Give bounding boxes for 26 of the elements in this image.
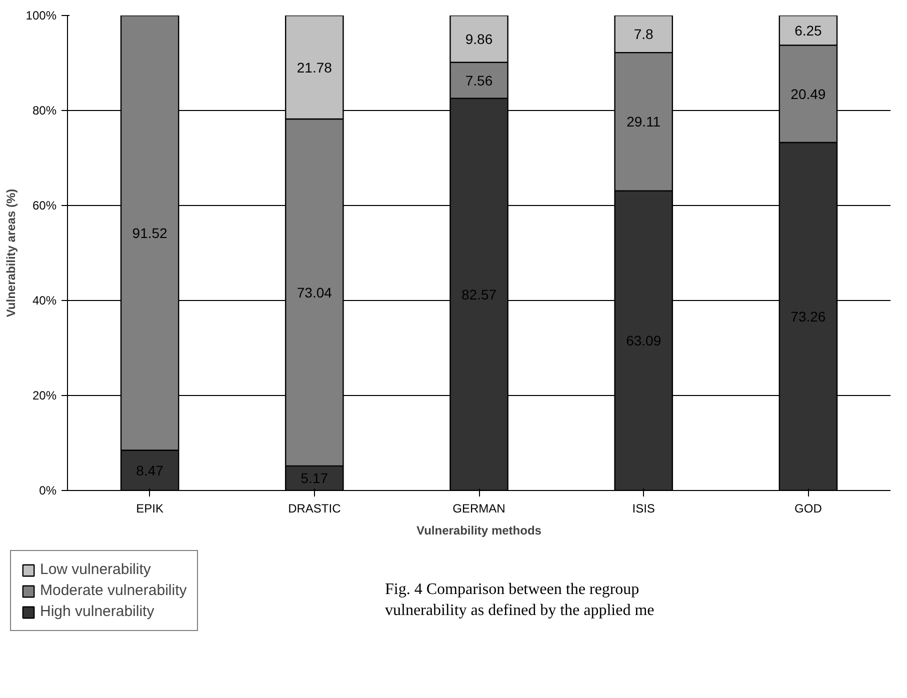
y-tick-label: 100%	[26, 8, 57, 22]
y-tick-label: 60%	[32, 198, 57, 212]
data-label: 73.04	[296, 284, 332, 300]
legend-label: Moderate vulnerability	[40, 582, 187, 599]
data-label: 20.49	[790, 86, 826, 102]
x-tick-label: GOD	[794, 502, 822, 516]
data-label: 7.8	[634, 26, 654, 42]
y-tick-label: 40%	[32, 294, 57, 308]
data-label: 29.11	[626, 114, 661, 130]
x-axis-title: Vulnerability methods	[416, 524, 542, 538]
y-tick-label: 0%	[39, 484, 57, 498]
y-axis-title: Vulnerability areas (%)	[4, 188, 18, 318]
y-tick-label: 20%	[32, 388, 57, 402]
x-tick-label: DRASTIC	[288, 502, 342, 516]
x-tick-label: ISIS	[632, 502, 655, 516]
legend-label: Low vulnerability	[40, 561, 151, 578]
x-tick-label: GERMAN	[452, 502, 506, 516]
y-tick-label: 80%	[32, 104, 57, 118]
x-tick-label: EPIK	[136, 502, 164, 516]
data-label: 91.52	[132, 224, 168, 241]
data-label: 7.56	[465, 72, 493, 88]
legend-label: High vulnerability	[40, 603, 154, 620]
caption: Fig. 4 Comparison between the regroup vulnerability as defined by the applied me	[385, 580, 654, 621]
data-label: 9.86	[465, 30, 493, 47]
data-label: 6.25	[794, 22, 822, 38]
data-label: 21.78	[296, 59, 332, 76]
